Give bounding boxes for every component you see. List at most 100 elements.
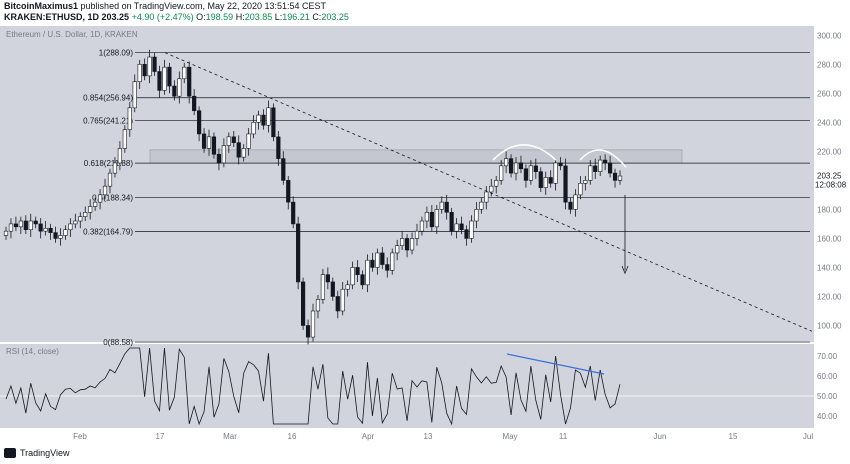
- candle-body: [578, 182, 583, 196]
- candle-body: [182, 66, 187, 80]
- candle-body: [162, 66, 167, 91]
- candle-body: [607, 162, 613, 174]
- price-tick: 300.00: [817, 31, 842, 40]
- candle-body: [558, 162, 563, 167]
- candle-body: [251, 122, 256, 135]
- candle-body: [286, 180, 291, 203]
- candle-body: [291, 201, 296, 225]
- candle-body: [78, 216, 83, 222]
- candle-body: [266, 107, 271, 126]
- open-label: O:: [196, 12, 206, 22]
- candle-body: [226, 136, 231, 146]
- candle-body: [533, 165, 538, 172]
- candle-body: [424, 211, 429, 222]
- target-arrow-head: [621, 265, 629, 275]
- price-tick: 180.00: [817, 205, 842, 214]
- price-tick: 260.00: [817, 89, 842, 98]
- close-value: 203.25: [321, 12, 349, 22]
- candle-body: [439, 201, 444, 210]
- candle-body: [479, 201, 484, 210]
- candle-body: [335, 296, 340, 312]
- pattern-arc: [579, 149, 627, 168]
- rsi-tick: 40.00: [817, 412, 838, 421]
- fib-level-label: 0.382(164.79): [83, 227, 133, 236]
- candle-body: [197, 110, 202, 135]
- candle-body: [499, 165, 504, 181]
- time-tick: 11: [559, 432, 568, 441]
- candle-body: [147, 56, 152, 77]
- time-tick: 16: [288, 432, 297, 441]
- rsi-line: [5, 347, 621, 426]
- fib-level-label: 0(88.58): [103, 338, 133, 347]
- candle-body: [296, 223, 301, 283]
- candle-body: [192, 95, 197, 112]
- bearish-divergence-line: [506, 353, 605, 375]
- candle-body: [464, 229, 469, 239]
- candle-body: [454, 223, 459, 232]
- candle-body: [469, 220, 474, 239]
- candle-body: [28, 220, 33, 231]
- candle-body: [305, 325, 311, 338]
- time-tick: Mar: [223, 432, 237, 441]
- candle-body: [167, 66, 172, 87]
- last-price: 203.25: [101, 12, 130, 22]
- candle-body: [340, 288, 345, 312]
- author-name[interactable]: BitcoinMaximus1: [4, 1, 79, 11]
- candle-body: [127, 107, 132, 130]
- candle-body: [583, 180, 588, 184]
- candle-body: [320, 274, 326, 300]
- chart-header: BitcoinMaximus1 published on TradingView…: [4, 1, 844, 23]
- candle-body: [23, 220, 28, 231]
- fib-level-label: 0.618(211.88): [84, 159, 134, 168]
- candle-body: [315, 299, 321, 312]
- candle-body: [63, 229, 68, 236]
- price-pane[interactable]: [0, 26, 814, 342]
- candle-body: [395, 245, 400, 254]
- candle-body: [107, 172, 113, 187]
- candle-body: [404, 238, 410, 251]
- rsi-axis[interactable]: [814, 344, 850, 428]
- candle-body: [360, 274, 365, 286]
- candle-body: [385, 264, 390, 271]
- candle-body: [216, 153, 222, 164]
- candle-body: [563, 165, 568, 203]
- pattern-arc: [492, 144, 557, 161]
- candle-body: [276, 136, 281, 159]
- price-change: +4.90 (+2.47%): [131, 12, 194, 22]
- candle-body: [231, 136, 236, 143]
- candle-body: [390, 252, 395, 271]
- countdown-label: 12:08:08: [815, 181, 847, 190]
- candle-body: [73, 220, 78, 225]
- candle-body: [474, 209, 479, 222]
- candle-body: [593, 165, 598, 172]
- candle-body: [157, 71, 162, 91]
- time-tick: Jul: [803, 432, 813, 441]
- candle-body: [48, 227, 53, 233]
- time-tick: 17: [156, 432, 165, 441]
- candle-body: [325, 274, 330, 283]
- candle-body: [553, 162, 558, 184]
- candle-body: [568, 201, 573, 210]
- candle-body: [112, 162, 118, 174]
- candle-body: [484, 191, 489, 203]
- rsi-pane[interactable]: [0, 344, 814, 428]
- candle-body: [137, 63, 142, 82]
- candle-body: [573, 194, 578, 210]
- footer: TradingView: [0, 444, 850, 464]
- candle-body: [102, 185, 108, 196]
- close-label: C:: [312, 12, 322, 22]
- current-price-label: 203.25: [817, 172, 842, 181]
- high-label: H:: [235, 12, 245, 22]
- time-tick: Jun: [654, 432, 667, 441]
- candle-body: [513, 162, 519, 174]
- candle-body: [355, 267, 360, 275]
- price-tick: 160.00: [817, 234, 842, 243]
- candle-body: [429, 211, 434, 228]
- time-axis[interactable]: [0, 428, 814, 444]
- time-tick: May: [502, 432, 517, 441]
- price-tick: 140.00: [817, 263, 842, 272]
- candle-body: [152, 56, 157, 72]
- tradingview-logo[interactable]: TradingView: [4, 448, 70, 458]
- candle-body: [419, 220, 425, 232]
- candle-body: [310, 310, 316, 338]
